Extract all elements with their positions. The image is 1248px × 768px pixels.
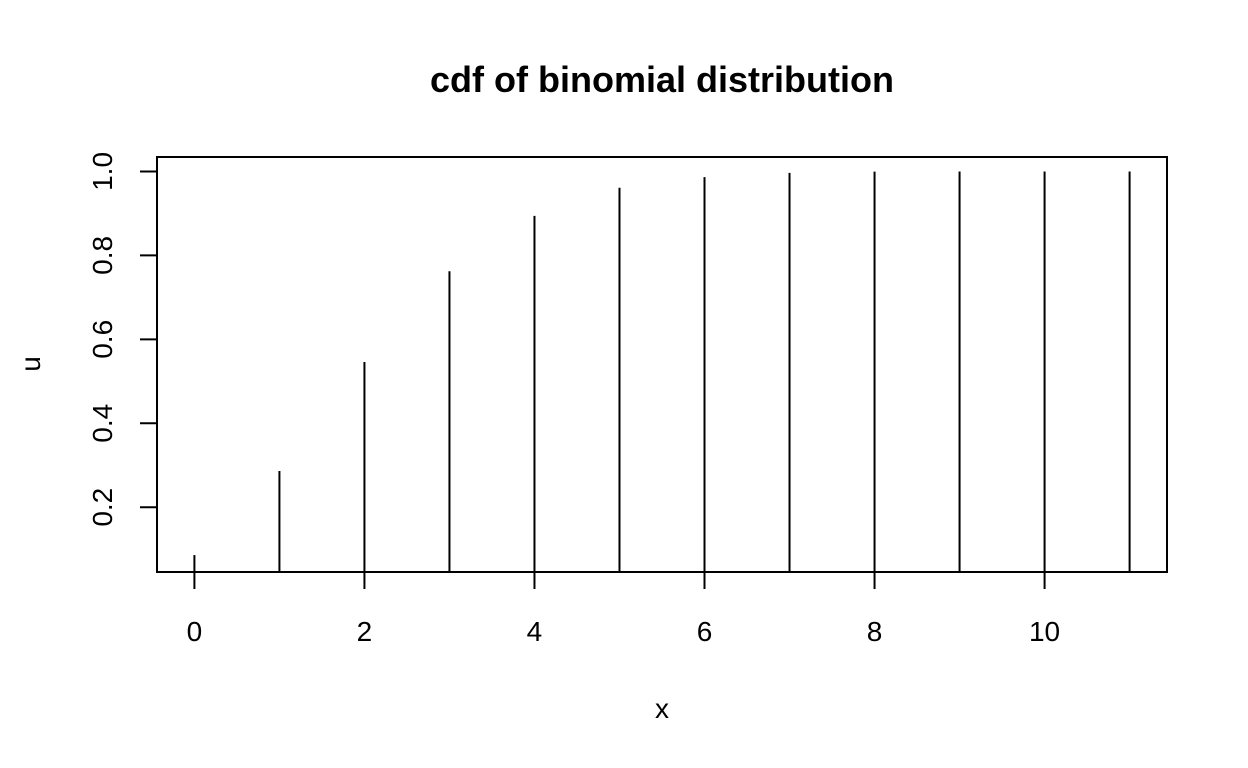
x-tick-label-10: 10 — [1029, 616, 1060, 647]
y-tick-label-0.2: 0.2 — [87, 488, 118, 527]
x-tick-label-6: 6 — [697, 616, 713, 647]
y-axis-label: u — [15, 356, 46, 372]
x-axis-ticks: 0 2 4 6 8 10 — [187, 572, 1060, 647]
y-tick-label-0.6: 0.6 — [87, 320, 118, 359]
chart-title: cdf of binomial distribution — [430, 59, 894, 100]
x-tick-label-2: 2 — [357, 616, 373, 647]
bar-series — [193, 171, 1131, 572]
y-tick-label-1: 1.0 — [87, 152, 118, 191]
y-tick-label-0.8: 0.8 — [87, 236, 118, 275]
x-tick-label-8: 8 — [867, 616, 883, 647]
y-axis-ticks: 0.2 0.4 0.6 0.8 1.0 — [87, 152, 157, 527]
y-tick-label-0.4: 0.4 — [87, 404, 118, 443]
x-axis-label: x — [655, 693, 669, 724]
plot-frame — [156, 156, 1168, 573]
x-tick-label-4: 4 — [527, 616, 543, 647]
x-tick-label-0: 0 — [187, 616, 203, 647]
